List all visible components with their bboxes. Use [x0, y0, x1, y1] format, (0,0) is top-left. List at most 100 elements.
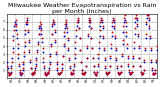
Point: [81, 73, 84, 74]
Point: [21, 69, 24, 71]
Point: [30, 68, 32, 69]
Point: [139, 65, 141, 67]
Point: [25, 23, 27, 24]
Point: [151, 72, 154, 73]
Point: [133, 41, 135, 43]
Point: [69, 72, 72, 73]
Point: [72, 69, 75, 71]
Point: [14, 20, 17, 21]
Point: [76, 20, 79, 21]
Point: [52, 20, 54, 21]
Point: [53, 29, 56, 31]
Point: [18, 65, 20, 67]
Point: [110, 44, 112, 45]
Point: [146, 15, 148, 16]
Point: [115, 49, 117, 51]
Point: [30, 73, 33, 74]
Point: [28, 39, 30, 40]
Point: [115, 47, 117, 48]
Point: [20, 73, 23, 74]
Point: [89, 21, 91, 23]
Point: [9, 71, 12, 72]
Point: [68, 60, 70, 61]
Point: [85, 57, 88, 59]
Point: [38, 28, 40, 29]
Point: [111, 25, 114, 27]
Point: [105, 72, 107, 73]
Point: [71, 73, 73, 75]
Point: [144, 37, 147, 39]
Point: [151, 69, 153, 71]
Point: [21, 68, 24, 69]
Point: [32, 73, 34, 75]
Point: [72, 69, 75, 71]
Point: [156, 45, 158, 47]
Point: [148, 25, 151, 27]
Point: [9, 72, 12, 73]
Point: [18, 63, 20, 64]
Point: [121, 55, 123, 56]
Point: [51, 25, 54, 27]
Point: [78, 37, 81, 39]
Point: [148, 28, 151, 29]
Point: [7, 68, 9, 69]
Point: [112, 21, 115, 23]
Point: [147, 15, 149, 16]
Point: [20, 73, 22, 75]
Point: [39, 25, 41, 27]
Point: [77, 20, 80, 21]
Point: [12, 52, 14, 53]
Point: [42, 61, 45, 63]
Point: [57, 73, 60, 75]
Point: [46, 73, 48, 75]
Point: [129, 73, 132, 75]
Point: [49, 55, 52, 56]
Point: [80, 69, 83, 71]
Point: [108, 65, 111, 67]
Point: [10, 68, 13, 69]
Point: [109, 55, 112, 56]
Point: [76, 17, 79, 19]
Point: [83, 73, 86, 74]
Point: [7, 73, 10, 74]
Point: [11, 57, 13, 59]
Point: [62, 44, 65, 45]
Point: [50, 45, 52, 47]
Point: [96, 71, 98, 72]
Point: [100, 17, 102, 19]
Point: [58, 73, 61, 75]
Point: [98, 47, 100, 48]
Point: [78, 28, 80, 29]
Point: [60, 71, 62, 72]
Point: [16, 47, 19, 48]
Point: [147, 13, 149, 15]
Point: [87, 33, 89, 35]
Point: [138, 57, 141, 59]
Point: [104, 68, 107, 69]
Point: [156, 49, 158, 51]
Point: [94, 73, 96, 75]
Point: [140, 71, 142, 72]
Point: [33, 71, 36, 72]
Point: [121, 44, 124, 45]
Point: [92, 57, 94, 59]
Point: [135, 15, 137, 16]
Point: [101, 25, 104, 27]
Point: [69, 71, 72, 72]
Point: [134, 17, 137, 19]
Point: [83, 73, 85, 75]
Point: [78, 28, 80, 29]
Point: [109, 57, 112, 59]
Point: [29, 60, 32, 61]
Point: [37, 33, 40, 35]
Point: [25, 20, 28, 21]
Point: [53, 21, 55, 23]
Point: [34, 69, 36, 71]
Point: [60, 71, 62, 72]
Point: [120, 65, 123, 67]
Point: [25, 17, 28, 19]
Point: [151, 73, 154, 74]
Point: [95, 73, 98, 75]
Point: [64, 20, 67, 21]
Point: [101, 20, 103, 21]
